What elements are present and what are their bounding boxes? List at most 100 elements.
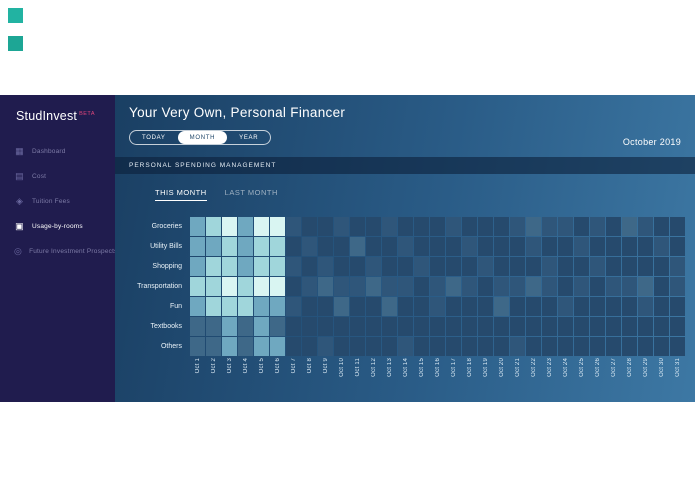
brand-name: StudInvest — [16, 109, 78, 123]
heatmap-row: Others — [127, 337, 695, 356]
heatmap-row-label: Transportation — [137, 283, 182, 290]
heatmap-cell — [350, 217, 365, 236]
sidebar-item-future-investment-prospects[interactable]: ◎ Future Investment Prospects — [0, 239, 115, 264]
heatmap-cell — [574, 337, 589, 356]
heatmap-cell — [382, 317, 397, 336]
heatmap-cell — [462, 317, 477, 336]
period-tab-today[interactable]: TODAY — [142, 134, 166, 141]
heatmap-cell — [270, 317, 285, 336]
heatmap-cell — [366, 297, 381, 316]
heatmap-cell — [542, 337, 557, 356]
cost-icon: ▤ — [15, 171, 24, 181]
heatmap-cell — [222, 297, 237, 316]
heatmap-cell — [350, 257, 365, 276]
sidebar-item-usage-by-rooms[interactable]: ▣ Usage-by-rooms — [0, 214, 115, 239]
heatmap-cell — [446, 237, 461, 256]
heatmap-cell — [270, 237, 285, 256]
heatmap-cell — [254, 277, 269, 296]
heatmap-x-label: Oct 29 — [642, 358, 649, 377]
heatmap-x-label: Oct 13 — [386, 358, 393, 377]
heatmap-cell — [254, 257, 269, 276]
heatmap-x-label: Oct 22 — [530, 358, 537, 377]
tab-this-month[interactable]: THIS MONTH — [155, 188, 207, 201]
heatmap-cell — [462, 217, 477, 236]
heatmap-cell — [190, 337, 205, 356]
heatmap-cell — [302, 257, 317, 276]
heatmap-x-label: Oct 18 — [466, 358, 473, 377]
heatmap-cell — [462, 237, 477, 256]
heatmap-x-label: Oct 1 — [194, 358, 201, 374]
heatmap-cell — [478, 217, 493, 236]
heatmap-x-label: Oct 7 — [290, 358, 297, 374]
heatmap-cell — [302, 217, 317, 236]
sidebar-item-label: Dashboard — [32, 148, 66, 155]
heatmap-cell — [654, 337, 669, 356]
heatmap-cell — [238, 217, 253, 236]
sidebar-item-cost[interactable]: ▤ Cost — [0, 164, 115, 189]
period-tab-year[interactable]: YEAR — [239, 134, 259, 141]
heatmap-x-label: Oct 8 — [306, 358, 313, 374]
brand-logo: StudInvest BETA — [0, 95, 115, 139]
heatmap-cell — [542, 237, 557, 256]
heatmap-cell — [526, 297, 541, 316]
heatmap-cell — [430, 277, 445, 296]
heatmap-cell — [382, 297, 397, 316]
heatmap-cell — [382, 237, 397, 256]
heatmap-cell — [638, 277, 653, 296]
heatmap-cell — [366, 237, 381, 256]
heatmap-cell — [510, 237, 525, 256]
heatmap-x-label: Oct 20 — [498, 358, 505, 377]
heatmap-cell — [302, 317, 317, 336]
heatmap-x-axis-spacer — [127, 358, 189, 394]
heatmap-cell — [526, 217, 541, 236]
heatmap-cell — [446, 277, 461, 296]
heatmap-cell — [302, 237, 317, 256]
dashboard-icon: ▦ — [15, 146, 24, 156]
heatmap-cell — [558, 317, 573, 336]
heatmap-cell — [590, 297, 605, 316]
heatmap-cell — [654, 237, 669, 256]
month-tabs: THIS MONTH LAST MONTH — [155, 188, 695, 201]
heatmap-cell — [542, 297, 557, 316]
period-tab-month[interactable]: MONTH — [177, 131, 228, 144]
tab-last-month[interactable]: LAST MONTH — [224, 188, 278, 197]
heatmap-cell — [414, 337, 429, 356]
heatmap-cell — [414, 317, 429, 336]
heatmap-cell — [318, 217, 333, 236]
heatmap-cell — [206, 237, 221, 256]
heatmap-cell — [654, 317, 669, 336]
heatmap-cell — [558, 257, 573, 276]
heatmap-cell — [494, 217, 509, 236]
heatmap-cell — [238, 337, 253, 356]
heatmap-cell — [670, 257, 685, 276]
heatmap-cell — [382, 337, 397, 356]
heatmap-cell — [398, 217, 413, 236]
heatmap-x-label: Oct 14 — [402, 358, 409, 377]
heatmap-cell — [334, 217, 349, 236]
heatmap-cell — [446, 297, 461, 316]
heatmap-x-label: Oct 10 — [338, 358, 345, 377]
heatmap-x-label: Oct 17 — [450, 358, 457, 377]
heatmap-cell — [238, 277, 253, 296]
heatmap-x-label: Oct 26 — [594, 358, 601, 377]
heatmap-cell — [366, 257, 381, 276]
sidebar-item-dashboard[interactable]: ▦ Dashboard — [0, 139, 115, 164]
heatmap-cell — [478, 277, 493, 296]
heatmap-cell — [318, 237, 333, 256]
heatmap-cell — [590, 237, 605, 256]
heatmap-cell — [254, 297, 269, 316]
heatmap-cell — [318, 257, 333, 276]
heatmap-cell — [654, 297, 669, 316]
heatmap-cell — [350, 237, 365, 256]
heatmap-cell — [494, 317, 509, 336]
heatmap-cell — [318, 277, 333, 296]
heatmap-cell — [574, 317, 589, 336]
heatmap-cell — [350, 277, 365, 296]
heatmap-cell — [414, 297, 429, 316]
sidebar-item-tuition-fees[interactable]: ◈ Tuition Fees — [0, 189, 115, 214]
heatmap-cell — [654, 257, 669, 276]
heatmap-cell — [606, 257, 621, 276]
heatmap-cell — [350, 337, 365, 356]
heatmap-x-label: Oct 28 — [626, 358, 633, 377]
heatmap-cell — [222, 257, 237, 276]
